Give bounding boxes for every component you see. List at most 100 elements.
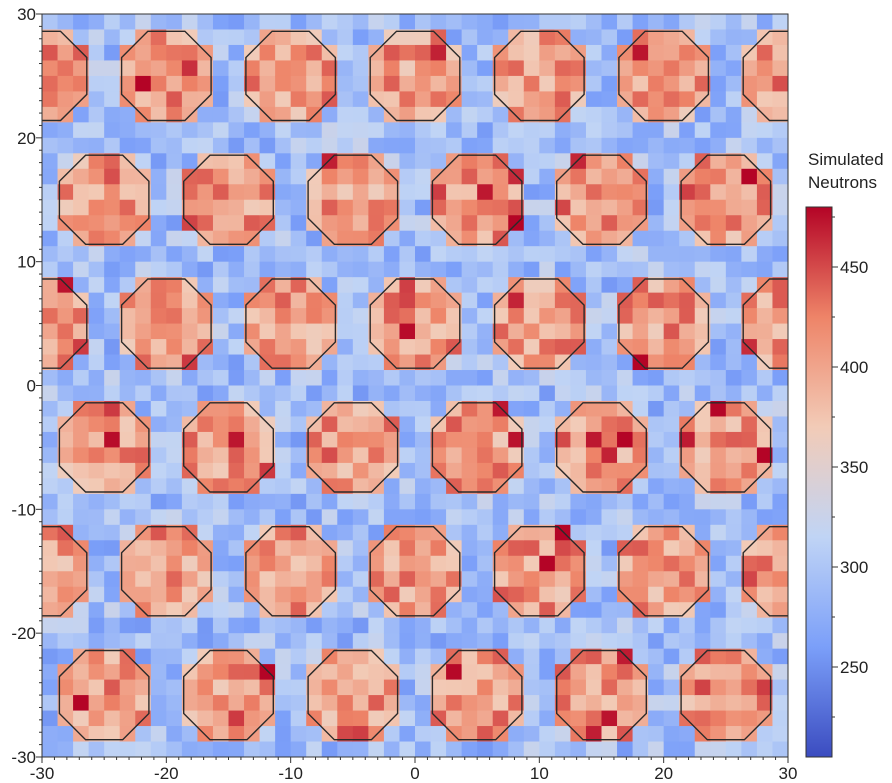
heatmap-cell — [197, 184, 214, 201]
heatmap-cell — [585, 137, 603, 154]
heatmap-cell — [710, 648, 727, 665]
x-tick-label: -30 — [30, 764, 55, 783]
heatmap-cell — [694, 137, 711, 154]
heatmap-cell — [399, 478, 416, 495]
heatmap-cell — [679, 215, 696, 232]
heatmap-cell — [197, 323, 214, 340]
heatmap-cell — [632, 122, 649, 139]
heatmap-cell — [42, 586, 59, 603]
heatmap-cell — [88, 199, 105, 216]
colorbar-tick-label: 400 — [840, 358, 868, 377]
heatmap-cell — [290, 679, 307, 696]
heatmap-cell — [694, 308, 711, 325]
heatmap-cell — [694, 447, 711, 464]
heatmap-cell — [399, 648, 416, 665]
heatmap-cell — [73, 354, 90, 371]
heatmap-cell — [259, 370, 276, 387]
heatmap-cell — [119, 695, 136, 712]
heatmap-cell — [88, 75, 105, 92]
heatmap-cell — [337, 524, 354, 541]
heatmap-cell — [337, 261, 354, 278]
heatmap-cell — [741, 246, 758, 263]
heatmap-cell — [430, 571, 447, 588]
heatmap-cell — [181, 493, 199, 510]
heatmap-cell — [150, 509, 167, 526]
heatmap-cell — [663, 354, 680, 371]
heatmap-cell — [275, 91, 292, 108]
heatmap-cell — [306, 370, 323, 387]
heatmap-cell — [104, 106, 121, 123]
heatmap-cell — [166, 106, 183, 123]
heatmap-cell — [228, 230, 245, 247]
heatmap-cell — [523, 137, 540, 154]
heatmap-cell — [415, 137, 432, 154]
heatmap-cell — [570, 215, 587, 232]
heatmap-cell — [399, 571, 416, 588]
heatmap-cell — [57, 323, 74, 340]
heatmap-cell — [197, 370, 214, 387]
heatmap-cell — [275, 137, 292, 154]
heatmap-cell — [710, 106, 727, 123]
heatmap-cell — [725, 695, 742, 712]
heatmap-cell — [73, 571, 90, 588]
heatmap-cell — [197, 602, 214, 619]
heatmap-cell — [741, 292, 758, 309]
heatmap-cell — [585, 308, 603, 325]
heatmap-cell — [694, 230, 711, 247]
heatmap-cell — [150, 60, 167, 77]
heatmap-cell — [259, 153, 276, 170]
heatmap-cell — [57, 555, 74, 572]
heatmap-cell — [166, 261, 183, 278]
heatmap-cell — [166, 602, 183, 619]
heatmap-cell — [352, 602, 369, 619]
heatmap-cell — [166, 385, 183, 402]
heatmap-cell — [585, 633, 603, 650]
x-tick-label: 20 — [654, 764, 673, 783]
heatmap-cell — [166, 91, 183, 108]
heatmap-cell — [104, 153, 121, 170]
heatmap-cell — [601, 215, 618, 232]
heatmap-cell — [306, 555, 323, 572]
heatmap-cell — [430, 416, 447, 433]
heatmap-cell — [710, 726, 727, 743]
heatmap-cell — [756, 14, 774, 31]
heatmap-cell — [259, 617, 276, 634]
heatmap-cell — [663, 400, 680, 418]
heatmap-cell — [73, 308, 90, 325]
heatmap-cell — [119, 199, 136, 216]
heatmap-cell — [415, 215, 432, 232]
heatmap-cell — [244, 44, 261, 62]
heatmap-cell — [166, 617, 183, 634]
heatmap-cell — [259, 29, 276, 46]
heatmap-cell — [741, 524, 758, 541]
heatmap-cell — [321, 14, 338, 31]
heatmap-cell — [337, 184, 354, 201]
heatmap-cell — [57, 370, 74, 387]
colorbar-title-line-2: Neutrons — [808, 173, 877, 192]
heatmap-cell — [352, 44, 369, 62]
heatmap-cell — [228, 555, 245, 572]
heatmap-cell — [321, 277, 338, 294]
heatmap-cell — [694, 323, 711, 340]
heatmap-cell — [663, 478, 680, 495]
heatmap-cell — [368, 91, 385, 108]
heatmap-cell — [135, 246, 152, 263]
heatmap-cell — [663, 29, 680, 46]
heatmap-cell — [337, 370, 354, 387]
heatmap-cell — [772, 648, 788, 665]
heatmap-cell — [430, 493, 447, 510]
heatmap-cell — [648, 679, 665, 696]
heatmap-cell — [42, 524, 59, 541]
y-tick-label: 0 — [27, 377, 36, 396]
heatmap-cell — [415, 385, 432, 402]
heatmap-cell — [383, 308, 401, 325]
heatmap-cell — [585, 478, 603, 495]
heatmap-cell — [477, 323, 494, 340]
heatmap-cell — [321, 447, 338, 464]
heatmap-cell — [119, 60, 136, 77]
heatmap-cell — [741, 199, 758, 216]
heatmap-cell — [756, 29, 774, 46]
heatmap-cell — [617, 215, 634, 232]
heatmap-cell — [508, 571, 525, 588]
heatmap-cell — [321, 354, 338, 371]
